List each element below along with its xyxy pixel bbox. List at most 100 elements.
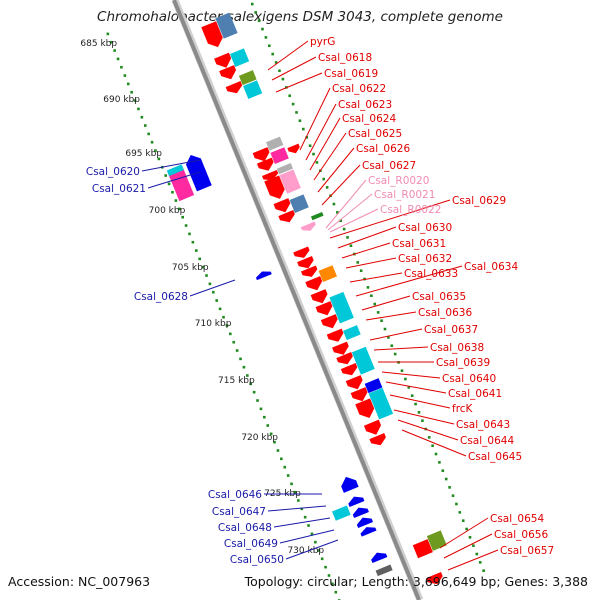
forward-gene-label: Csal_0638 [430,342,484,354]
forward-cds [219,65,237,80]
reverse-feature [375,564,393,577]
ruler-dot [267,44,271,48]
ruler-dot [376,311,380,314]
forward-feature [215,12,238,39]
forward-feature [368,387,394,420]
forward-cds [350,387,368,402]
forward-cds-body [310,289,328,304]
reverse-feature-body [348,496,365,508]
forward-gene-label: Csal_0625 [348,128,402,140]
ruler-dot [293,490,297,494]
ruler-dot [455,502,458,506]
ruler-dot [274,61,278,64]
ruler-dot [188,232,191,236]
ruler-dot [126,82,130,86]
forward-cds-body [278,210,295,223]
genome-stats-text: Topology: circular; Length: 3,696,649 bp… [244,574,588,589]
forward-cds-body [219,65,237,80]
forward-cds-body [355,398,375,419]
ruler-dot [404,377,407,381]
ruler-dot [461,519,465,522]
ruler-dot [147,132,150,136]
forward-cds-body [256,157,274,171]
forward-leader-line [385,381,447,394]
reverse-feature-body [332,505,351,521]
reverse-leader-line [141,159,201,172]
ruler-dot [250,2,254,6]
forward-cds [315,301,333,316]
forward-leader-line [355,265,463,297]
ruler-dot [109,40,113,44]
ruler-dot [298,119,302,123]
ruler-dot [264,36,268,39]
reverse-feature-body [360,527,377,537]
ruler-dot [308,144,312,148]
forward-cds-body [326,328,344,342]
ruler-dot [325,186,329,189]
forward-cds-body [273,198,291,213]
forward-cds-body [320,314,338,329]
forward-feature [266,136,284,151]
reverse-feature [341,476,359,493]
ruler-dot [342,227,346,231]
forward-feature [426,530,447,551]
ruler-dot [269,432,273,436]
forward-cds [345,375,363,390]
forward-gene-label: Csal_0641 [448,388,502,400]
ruler-dot [290,482,293,486]
ruler-dot [222,315,225,319]
forward-cds [363,419,382,435]
ruler-dot [383,327,387,331]
ruler-dot [273,440,276,444]
forward-leader-line [313,132,347,181]
forward-cds [332,341,349,355]
forward-gene-label: Csal_0635 [412,291,466,303]
ruler-dot [448,486,451,489]
forward-cds [287,143,300,154]
forward-cds-body [426,572,443,585]
forward-feature-body [270,147,289,165]
forward-cds-body [264,175,285,199]
forward-feature-body [351,346,375,375]
forward-cds-body [315,301,333,316]
ruler-dot [427,436,431,439]
forward-cds-body [252,147,270,162]
forward-leader-line [389,394,451,409]
forward-leader-line [267,40,309,71]
ruler-dot [276,449,280,452]
forward-gene-label: Csal_0619 [324,68,378,80]
reverse-feature [166,164,184,176]
ruler-dot [288,94,292,98]
ruler-dot [451,494,455,497]
forward-leader-line [381,371,441,379]
ruler-dot [297,499,300,502]
ruler-tick-label: 710 kbp [195,319,232,329]
forward-feature-body [229,48,250,67]
ruler-tick-label: 715 kbp [218,376,255,386]
forward-cds-body [225,81,243,94]
ruler-dot [205,274,208,277]
forward-leader-line [369,328,423,341]
forward-gene-label: Csal_0645 [468,451,522,463]
ruler-dot [113,49,116,52]
forward-gene-label: Csal_0637 [424,324,478,336]
forward-leader-line [393,409,455,425]
ruler-dot [475,552,479,556]
ruler-dot [421,419,424,422]
forward-gene-label: Csal_0622 [332,83,386,95]
ruler-dot [140,115,144,119]
forward-gene-label: Csal_0624 [342,113,396,125]
forward-cds [305,276,323,291]
ruler-dot [346,236,349,239]
ruler-dot [201,265,205,269]
forward-misc-feature-body [310,211,324,221]
forward-feature-body [238,70,257,86]
forward-cds [320,314,338,329]
forward-feature [279,169,301,194]
ruler-dot [229,332,232,336]
ruler-dot [327,574,331,577]
forward-gene-label: Csal_0623 [338,99,392,111]
reverse-feature [185,154,212,192]
ruler-dot [380,319,383,323]
forward-leader-line [397,419,459,441]
